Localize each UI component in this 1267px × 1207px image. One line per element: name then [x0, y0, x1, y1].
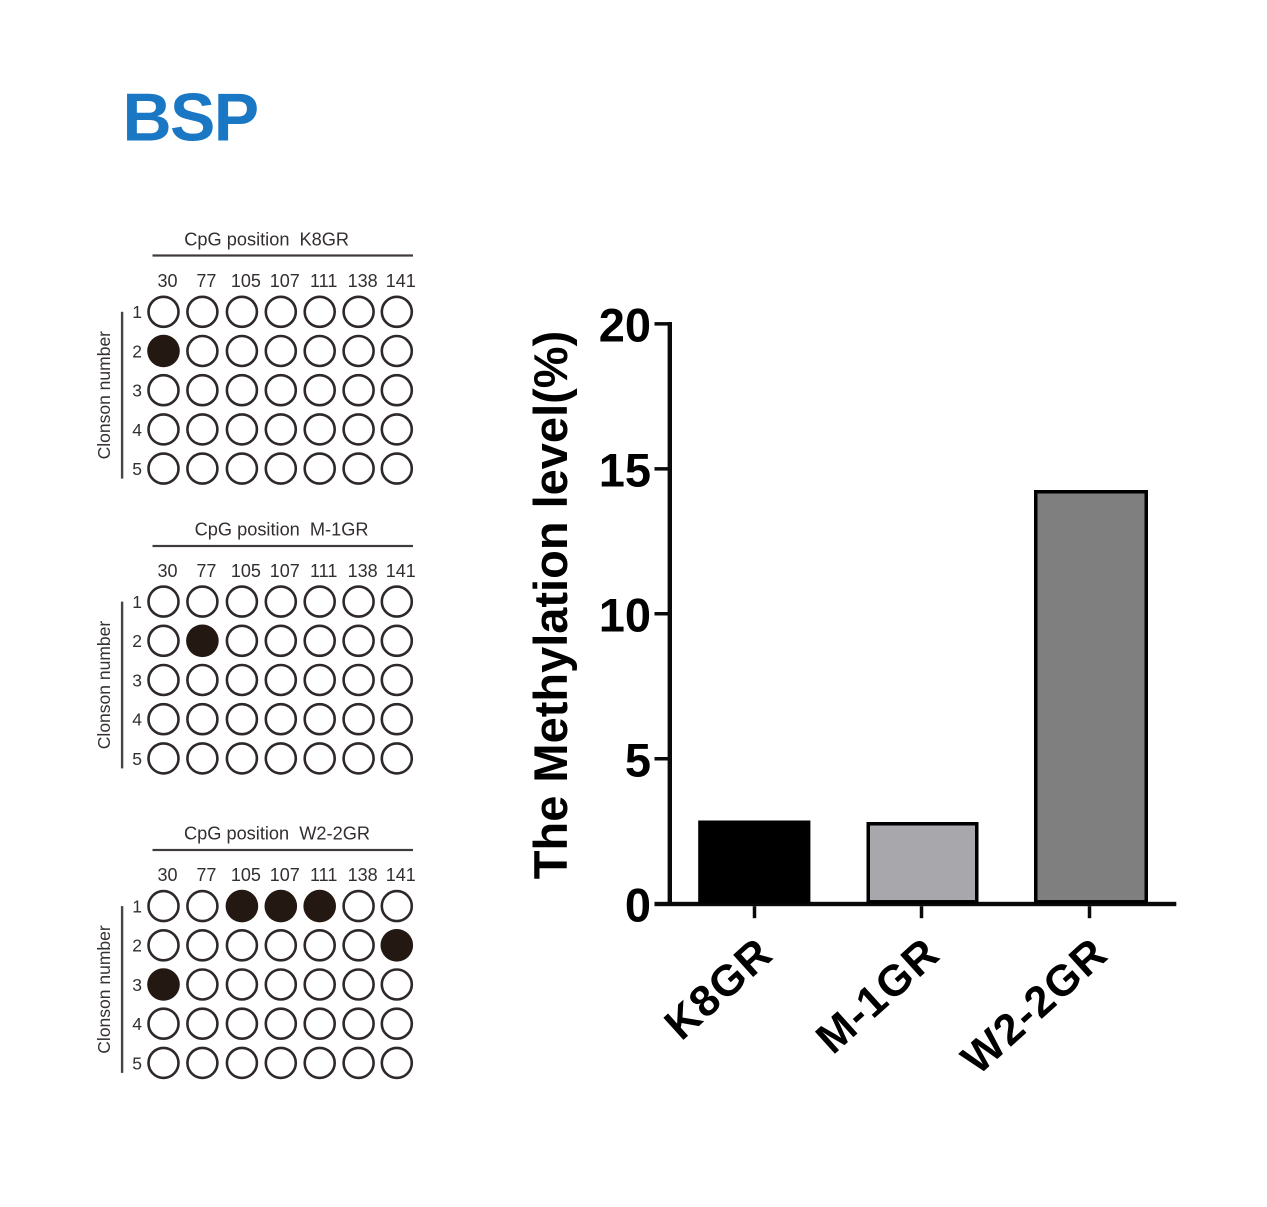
svg-text:111: 111 [310, 561, 337, 581]
svg-text:4: 4 [132, 1014, 142, 1034]
svg-text:15: 15 [599, 443, 651, 496]
svg-text:5: 5 [132, 459, 142, 479]
svg-text:107: 107 [270, 561, 300, 581]
svg-text:1: 1 [132, 592, 142, 612]
svg-text:CpG position M-1GR: CpG position M-1GR [195, 519, 369, 539]
svg-text:3: 3 [132, 670, 142, 690]
svg-text:K8GR: K8GR [656, 929, 782, 1050]
svg-text:Clonson number: Clonson number [94, 925, 114, 1054]
svg-text:M-1GR: M-1GR [807, 929, 949, 1063]
svg-text:138: 138 [348, 271, 378, 291]
svg-text:77: 77 [196, 561, 216, 581]
svg-text:105: 105 [231, 271, 261, 291]
svg-text:Clonson number: Clonson number [94, 331, 114, 460]
svg-text:W2-2GR: W2-2GR [953, 929, 1118, 1084]
svg-text:141: 141 [386, 271, 416, 291]
svg-text:4: 4 [132, 710, 142, 730]
svg-text:4: 4 [132, 420, 142, 440]
svg-text:Clonson number: Clonson number [94, 621, 114, 750]
svg-text:2: 2 [132, 631, 142, 651]
svg-text:30: 30 [157, 865, 177, 885]
svg-text:5: 5 [625, 733, 651, 786]
svg-text:107: 107 [270, 865, 300, 885]
svg-text:BSP: BSP [123, 80, 258, 156]
svg-text:CpG position W2-2GR: CpG position W2-2GR [184, 823, 370, 843]
svg-text:141: 141 [386, 561, 416, 581]
svg-text:77: 77 [196, 865, 216, 885]
svg-text:105: 105 [231, 865, 261, 885]
svg-text:30: 30 [157, 561, 177, 581]
svg-text:2: 2 [132, 341, 142, 361]
svg-text:1: 1 [132, 302, 142, 322]
svg-text:CpG position K8GR: CpG position K8GR [184, 229, 349, 249]
svg-text:1: 1 [132, 897, 142, 917]
svg-text:105: 105 [231, 561, 261, 581]
svg-text:2: 2 [132, 936, 142, 956]
svg-text:111: 111 [310, 271, 337, 291]
svg-text:5: 5 [132, 749, 142, 769]
svg-text:3: 3 [132, 975, 142, 995]
svg-text:111: 111 [310, 865, 337, 885]
svg-text:30: 30 [157, 271, 177, 291]
svg-text:20: 20 [599, 298, 651, 351]
svg-text:10: 10 [599, 588, 651, 641]
svg-text:138: 138 [348, 561, 378, 581]
svg-text:3: 3 [132, 381, 142, 401]
svg-text:138: 138 [348, 865, 378, 885]
svg-text:77: 77 [196, 271, 216, 291]
svg-text:0: 0 [625, 878, 651, 931]
svg-text:141: 141 [386, 865, 416, 885]
svg-text:5: 5 [132, 1053, 142, 1073]
svg-text:The Methylation level(%): The Methylation level(%) [524, 331, 577, 879]
svg-text:107: 107 [270, 271, 300, 291]
